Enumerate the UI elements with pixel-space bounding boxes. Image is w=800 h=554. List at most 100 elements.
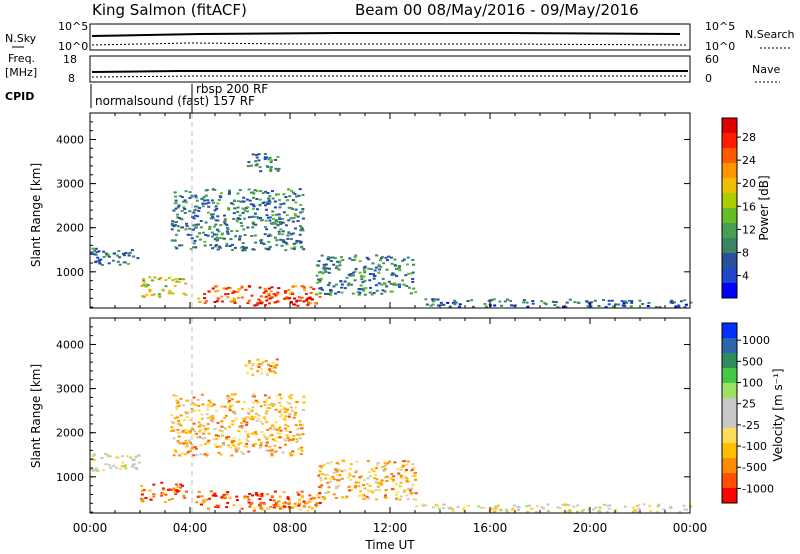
power-echo-cell xyxy=(210,213,214,216)
velocity-echo-cell xyxy=(264,412,268,415)
power-echo-cell xyxy=(251,226,255,229)
velocity-echo-cell xyxy=(525,505,529,508)
velocity-echo-cell xyxy=(96,469,100,472)
velocity-echo-cell xyxy=(189,441,193,444)
velocity-echo-cell xyxy=(325,474,329,476)
velocity-echo-cell xyxy=(602,503,606,506)
power-echo-cell xyxy=(284,249,288,252)
power-echo-cell xyxy=(299,204,303,206)
power-echo-cell xyxy=(207,290,211,293)
velocity-echo-cell xyxy=(374,498,378,501)
velocity-echo-cell xyxy=(94,467,98,470)
power-echo-cell xyxy=(267,235,270,237)
velocity-echo-cell xyxy=(384,468,387,470)
velocity-echo-cell xyxy=(288,438,292,441)
power-colorbar-swatch xyxy=(722,208,737,223)
velocity-colorbar-tick-label: -1000 xyxy=(742,482,774,495)
velocity-echo-cell xyxy=(207,507,210,510)
velocity-echo-cell xyxy=(248,505,252,508)
velocity-echo-cell xyxy=(252,432,256,435)
power-echo-cell xyxy=(401,279,405,282)
velocity-echo-cell xyxy=(226,397,229,400)
power-echo-cell xyxy=(270,296,274,299)
power-echo-cell xyxy=(104,252,108,255)
velocity-echo-cell xyxy=(242,401,246,404)
velocity-echo-cell xyxy=(230,404,234,407)
power-echo-cell xyxy=(326,258,330,261)
velocity-echo-cell xyxy=(199,444,203,447)
velocity-echo-cell xyxy=(391,480,395,483)
velocity-echo-cell xyxy=(566,503,570,506)
power-echo-cell xyxy=(369,286,372,289)
velocity-echo-cell xyxy=(282,406,286,409)
power-echo-cell xyxy=(277,287,281,290)
power-echo-cell xyxy=(180,244,184,247)
velocity-echo-cell xyxy=(399,476,403,479)
power-echo-cell xyxy=(244,249,247,252)
power-echo-cell xyxy=(363,293,367,296)
power-echo-cell xyxy=(368,279,372,282)
velocity-echo-cell xyxy=(240,451,244,453)
velocity-echo-cell xyxy=(298,498,301,501)
power-echo-cell xyxy=(255,198,259,200)
power-echo-cell xyxy=(289,207,293,209)
velocity-echo-cell xyxy=(305,502,309,505)
power-echo-cell xyxy=(285,296,289,299)
velocity-echo-cell xyxy=(199,453,203,456)
power-echo-cell xyxy=(341,259,345,261)
power-echo-cell xyxy=(358,260,362,263)
velocity-echo-cell xyxy=(366,460,370,463)
velocity-echo-cell xyxy=(106,455,110,458)
power-echo-cell xyxy=(264,295,268,298)
velocity-echo-cell xyxy=(582,508,586,511)
velocity-echo-cell xyxy=(142,489,146,491)
power-echo-cell xyxy=(152,293,156,296)
power-echo-cell xyxy=(192,211,196,214)
power-echo-cell xyxy=(214,290,218,293)
power-echo-cell xyxy=(241,249,245,252)
velocity-echo-cell xyxy=(594,506,598,509)
power-echo-cell xyxy=(217,237,221,240)
power-echo-cell xyxy=(229,238,233,241)
velocity-echo-cell xyxy=(637,507,641,510)
power-colorbar-swatch xyxy=(722,268,737,283)
power-echo-cell xyxy=(414,291,418,294)
velocity-echo-cell xyxy=(272,428,276,431)
power-echo-cell xyxy=(312,288,316,291)
velocity-echo-cell xyxy=(284,427,287,430)
power-echo-cell xyxy=(586,305,590,308)
velocity-echo-cell xyxy=(321,473,325,476)
power-echo-cell xyxy=(227,208,231,211)
power-echo-cell xyxy=(277,193,281,196)
power-echo-cell xyxy=(278,199,281,201)
power-echo-cell xyxy=(164,279,168,281)
velocity-echo-cell xyxy=(296,428,300,431)
power-echo-cell xyxy=(279,228,283,231)
velocity-echo-cell xyxy=(436,505,440,507)
velocity-echo-cell xyxy=(266,493,270,496)
velocity-echo-cell xyxy=(175,490,179,493)
velocity-echo-cell xyxy=(193,433,197,436)
power-echo-cell xyxy=(264,290,268,293)
velocity-echo-cell xyxy=(327,491,330,493)
velocity-echo-cell xyxy=(195,501,199,504)
velocity-echo-cell xyxy=(259,420,263,423)
power-echo-cell xyxy=(252,223,256,226)
velocity-echo-cell xyxy=(368,490,372,493)
velocity-echo-cell xyxy=(678,511,682,514)
power-echo-cell xyxy=(492,298,496,301)
velocity-colorbar-swatch xyxy=(722,398,737,413)
power-echo-cell xyxy=(229,287,233,289)
velocity-echo-cell xyxy=(104,463,108,466)
power-echo-cell xyxy=(176,225,180,228)
velocity-echo-cell xyxy=(286,425,290,428)
velocity-echo-cell xyxy=(211,418,215,421)
velocity-echo-cell xyxy=(535,505,539,508)
power-echo-cell xyxy=(565,301,569,304)
velocity-echo-cell xyxy=(240,427,244,430)
power-echo-cell xyxy=(316,281,320,284)
velocity-echo-cell xyxy=(220,496,224,499)
power-echo-cell xyxy=(373,269,377,272)
velocity-echo-cell xyxy=(329,461,333,464)
velocity-echo-cell xyxy=(576,504,580,507)
